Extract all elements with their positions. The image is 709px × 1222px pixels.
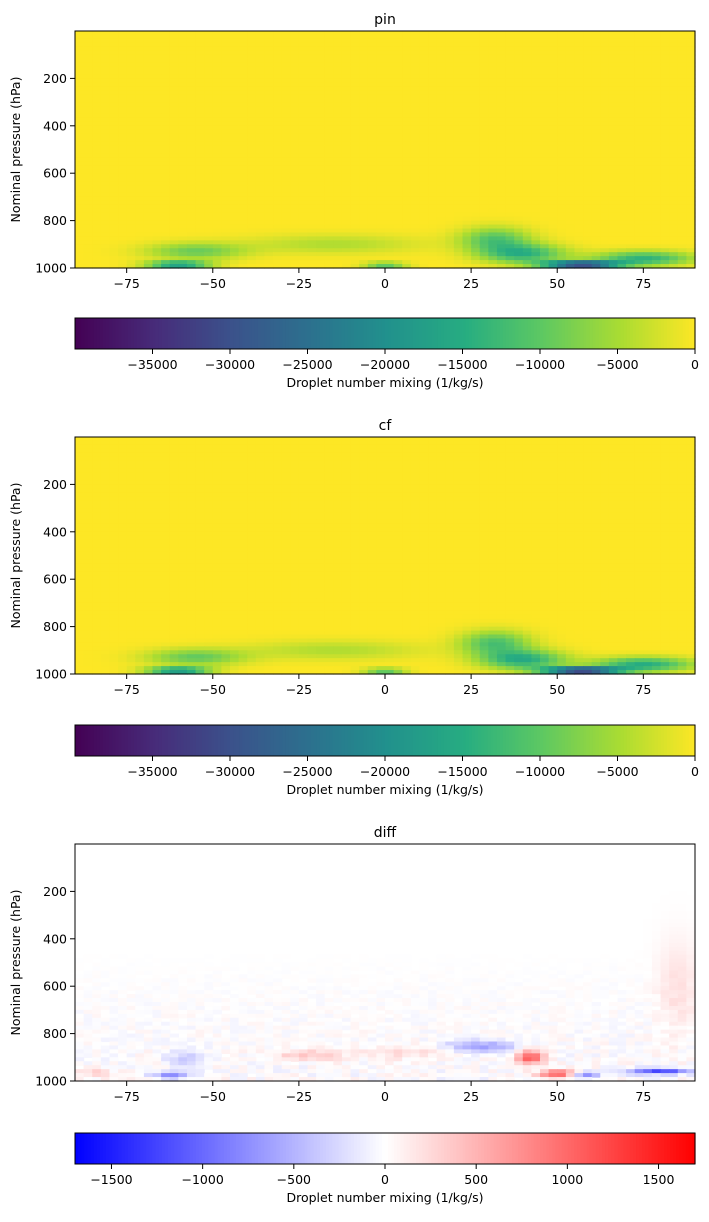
colorbar-tick-label: 1000	[551, 1172, 583, 1187]
colorbar-diff: −1500 −1000 −500 0 500 1000 1500 Droplet number…	[75, 1133, 696, 1205]
colorbar-tick-label: −10000	[515, 357, 565, 372]
colorbar-tick-label: −1000	[181, 1172, 223, 1187]
y-tick-label: 1000	[35, 261, 67, 276]
chart-title: cf	[379, 418, 393, 434]
y-tick-label: 200	[43, 477, 67, 492]
y-tick-label: 200	[43, 884, 67, 899]
y-tick-label: 800	[43, 213, 67, 228]
x-tick-label: −75	[113, 682, 139, 697]
y-tick-label: 600	[43, 166, 67, 181]
colorbar-tick-label: −10000	[515, 764, 565, 779]
colorbar-tick-label: −30000	[205, 357, 255, 372]
y-tick-label: 600	[43, 572, 67, 587]
x-tick-label: −50	[200, 276, 226, 291]
x-tick-label: 75	[635, 276, 651, 291]
y-tick-label: 800	[43, 1026, 67, 1041]
x-tick-label: −75	[113, 1089, 139, 1104]
panel-pin: pin −75 −50 −25 0 25 50 75 200 400 600 800 1000 Nomin…	[8, 12, 699, 390]
colorbar-tick-label: −15000	[437, 764, 487, 779]
colorbar-cf: −35000 −30000 −25000 −20000 −15000 −10000 −500…	[75, 725, 699, 797]
y-tick-label: 400	[43, 524, 67, 539]
x-tick-label: 50	[549, 682, 565, 697]
colorbar-tick-label: −25000	[282, 357, 332, 372]
x-tick-label: −75	[113, 276, 139, 291]
x-tick-label: −50	[200, 1089, 226, 1104]
y-axis-label: Nominal pressure (hPa)	[8, 483, 23, 629]
y-tick-label: 600	[43, 979, 67, 994]
colorbar-tick-label: −35000	[127, 357, 177, 372]
colorbar-label: Droplet number mixing (1/kg/s)	[286, 375, 483, 390]
colorbar-tick-label: −5000	[596, 357, 638, 372]
colorbar-label: Droplet number mixing (1/kg/s)	[286, 1190, 483, 1205]
colorbar-tick-label: 0	[381, 1172, 389, 1187]
colorbar-tick-label: −5000	[596, 764, 638, 779]
colorbar-pin: −35000 −30000 −25000 −20000 −15000 −10000 −500…	[75, 318, 699, 390]
y-axis-label: Nominal pressure (hPa)	[8, 77, 23, 223]
heatmap-cf	[75, 437, 696, 675]
y-tick-label: 800	[43, 619, 67, 634]
x-tick-label: 25	[463, 682, 479, 697]
x-tick-label: 25	[463, 1089, 479, 1104]
colorbar-label: Droplet number mixing (1/kg/s)	[286, 782, 483, 797]
heatmap-pin	[75, 31, 696, 269]
colorbar-tick-label: 1500	[643, 1172, 675, 1187]
colorbar-tick-label: −500	[277, 1172, 311, 1187]
x-tick-label: −50	[200, 682, 226, 697]
panel-cf: cf −75 −50 −25 0 25 50 75 200 400 600 800 1000 Nomina…	[8, 418, 699, 797]
y-tick-label: 200	[43, 71, 67, 86]
x-tick-label: 0	[381, 1089, 389, 1104]
x-tick-label: 50	[549, 276, 565, 291]
x-tick-label: 75	[635, 1089, 651, 1104]
colorbar-tick-label: 0	[691, 357, 699, 372]
chart-title: pin	[374, 12, 396, 28]
x-tick-label: −25	[286, 682, 312, 697]
x-tick-label: −25	[286, 276, 312, 291]
colorbar-tick-label: −1500	[90, 1172, 132, 1187]
y-axis-label: Nominal pressure (hPa)	[8, 890, 23, 1036]
x-tick-label: −25	[286, 1089, 312, 1104]
x-tick-label: 25	[463, 276, 479, 291]
y-tick-label: 1000	[35, 1074, 67, 1089]
y-tick-label: 1000	[35, 667, 67, 682]
x-tick-label: 0	[381, 276, 389, 291]
panel-diff: diff −75 −50 −25 0 25 50 75 200 400 600 800 1000 Nomi…	[8, 825, 696, 1205]
chart-title: diff	[374, 825, 397, 841]
colorbar-tick-label: −15000	[437, 357, 487, 372]
colorbar-tick-label: 500	[464, 1172, 488, 1187]
colorbar-tick-label: −35000	[127, 764, 177, 779]
y-tick-label: 400	[43, 118, 67, 133]
colorbar-tick-label: −20000	[360, 357, 410, 372]
x-tick-label: 0	[381, 682, 389, 697]
y-tick-label: 400	[43, 931, 67, 946]
x-tick-label: 50	[549, 1089, 565, 1104]
colorbar-tick-label: −20000	[360, 764, 410, 779]
heatmap-diff	[75, 891, 696, 1081]
colorbar-tick-label: −30000	[205, 764, 255, 779]
colorbar-tick-label: 0	[691, 764, 699, 779]
x-tick-label: 75	[635, 682, 651, 697]
colorbar-tick-label: −25000	[282, 764, 332, 779]
